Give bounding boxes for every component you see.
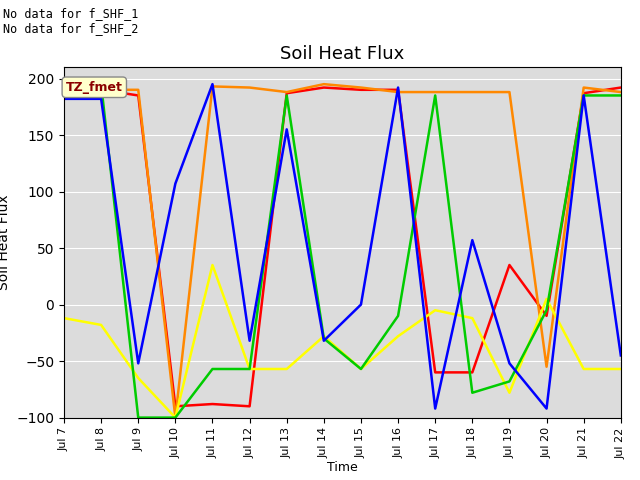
SHF5 <box>617 352 625 358</box>
SHF1 <box>394 87 402 93</box>
SHF4 <box>320 336 328 341</box>
SHF4 <box>394 313 402 319</box>
SHF5 <box>580 93 588 98</box>
SHF1 <box>617 84 625 90</box>
SHF5 <box>506 360 513 366</box>
SHF4 <box>580 93 588 98</box>
SHF3 <box>97 322 105 328</box>
SHF5 <box>97 96 105 102</box>
Title: Soil Heat Flux: Soil Heat Flux <box>280 45 404 63</box>
SHF4 <box>357 366 365 372</box>
SHF1 <box>134 93 142 98</box>
SHF1 <box>580 90 588 96</box>
SHF3 <box>394 333 402 339</box>
SHF1 <box>431 370 439 375</box>
Line: SHF1: SHF1 <box>64 87 621 406</box>
SHF2 <box>283 89 291 95</box>
SHF1 <box>209 401 216 407</box>
SHF2 <box>172 415 179 420</box>
SHF4 <box>134 415 142 420</box>
SHF1 <box>172 403 179 409</box>
SHF2 <box>394 89 402 95</box>
SHF1 <box>97 87 105 93</box>
SHF4 <box>97 81 105 87</box>
SHF3 <box>134 375 142 381</box>
Text: TZ_fmet: TZ_fmet <box>66 81 123 94</box>
SHF1 <box>60 95 68 101</box>
SHF1 <box>468 370 476 375</box>
SHF1 <box>543 313 550 319</box>
SHF3 <box>320 333 328 339</box>
SHF3 <box>357 366 365 372</box>
SHF5 <box>60 96 68 102</box>
SHF2 <box>617 89 625 95</box>
SHF4 <box>468 390 476 396</box>
SHF5 <box>431 406 439 411</box>
Line: SHF4: SHF4 <box>64 84 621 418</box>
SHF2 <box>320 81 328 87</box>
SHF1 <box>320 84 328 90</box>
Y-axis label: Soil Heat Flux: Soil Heat Flux <box>0 194 11 290</box>
SHF3 <box>283 366 291 372</box>
SHF3 <box>172 415 179 420</box>
SHF2 <box>209 84 216 89</box>
SHF2 <box>357 84 365 90</box>
SHF5 <box>172 181 179 187</box>
SHF4 <box>617 93 625 98</box>
SHF5 <box>320 338 328 344</box>
SHF1 <box>506 262 513 268</box>
SHF2 <box>134 87 142 93</box>
SHF2 <box>97 87 105 93</box>
SHF4 <box>431 93 439 98</box>
SHF5 <box>134 360 142 366</box>
SHF5 <box>283 127 291 132</box>
SHF5 <box>543 406 550 411</box>
SHF5 <box>468 237 476 243</box>
SHF2 <box>543 364 550 370</box>
SHF5 <box>357 302 365 308</box>
SHF3 <box>431 307 439 313</box>
SHF3 <box>468 315 476 321</box>
Line: SHF2: SHF2 <box>64 84 621 418</box>
SHF4 <box>60 81 68 87</box>
SHF2 <box>468 89 476 95</box>
SHF5 <box>209 81 216 87</box>
SHF2 <box>246 84 253 90</box>
X-axis label: Time: Time <box>327 461 358 474</box>
SHF3 <box>543 296 550 302</box>
SHF5 <box>246 338 253 344</box>
SHF4 <box>543 307 550 313</box>
Text: No data for f_SHF_1: No data for f_SHF_1 <box>3 7 139 20</box>
SHF3 <box>246 366 253 372</box>
SHF1 <box>246 403 253 409</box>
SHF5 <box>394 84 402 90</box>
SHF2 <box>60 90 68 96</box>
SHF1 <box>357 87 365 93</box>
SHF4 <box>506 379 513 384</box>
Line: SHF5: SHF5 <box>64 84 621 408</box>
SHF1 <box>283 90 291 96</box>
Line: SHF3: SHF3 <box>64 265 621 418</box>
SHF2 <box>580 84 588 90</box>
SHF3 <box>209 262 216 268</box>
Text: No data for f_SHF_2: No data for f_SHF_2 <box>3 22 139 35</box>
SHF4 <box>172 415 179 420</box>
SHF2 <box>506 89 513 95</box>
SHF3 <box>617 366 625 372</box>
SHF4 <box>246 366 253 372</box>
SHF2 <box>431 89 439 95</box>
SHF3 <box>506 390 513 396</box>
SHF4 <box>209 366 216 372</box>
SHF4 <box>283 93 291 98</box>
SHF3 <box>60 315 68 321</box>
SHF3 <box>580 366 588 372</box>
